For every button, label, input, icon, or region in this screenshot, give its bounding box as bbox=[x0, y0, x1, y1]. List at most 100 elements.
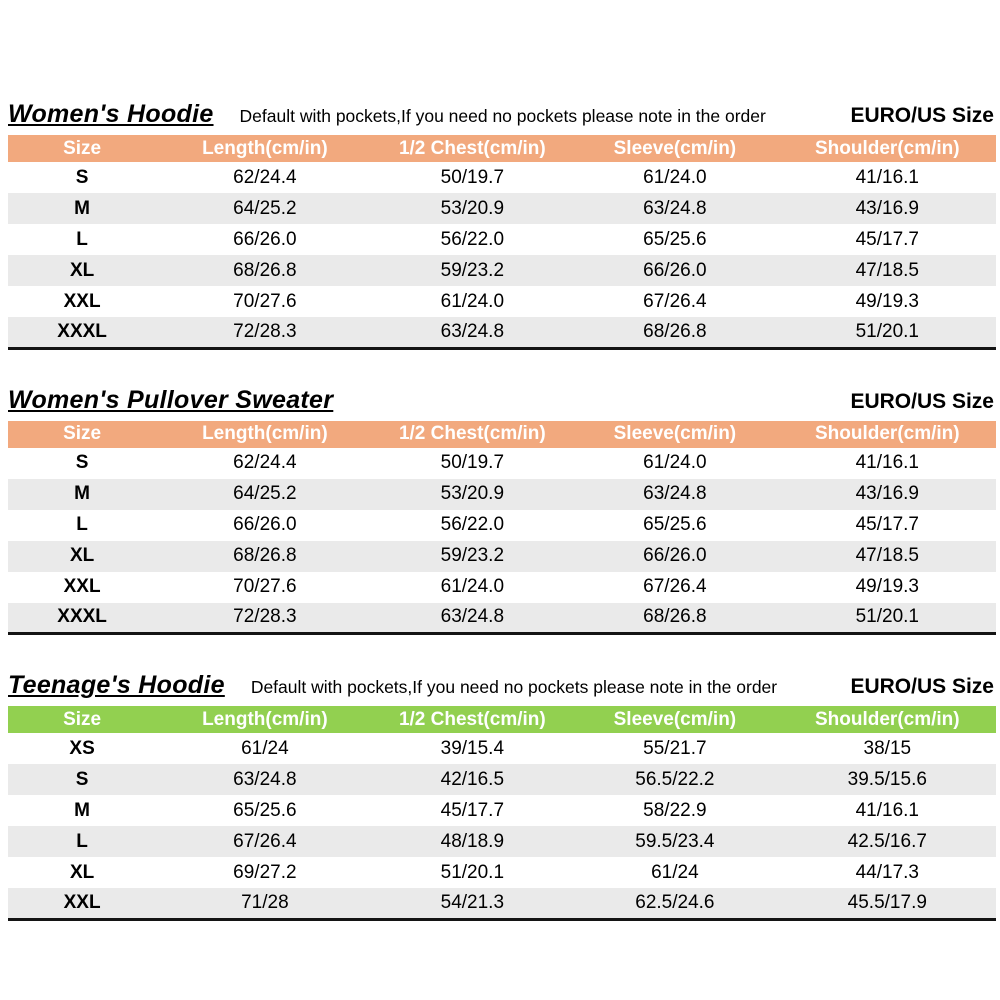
measurement-cell: 41/16.1 bbox=[855, 166, 919, 188]
measurement-cell: 72/28.3 bbox=[233, 320, 297, 342]
measurement-cell: 45.5/17.9 bbox=[847, 891, 927, 913]
column-header: Sleeve(cm/in) bbox=[613, 423, 737, 444]
column-header: 1/2 Chest(cm/in) bbox=[398, 137, 546, 159]
measurement-cell: 47/18.5 bbox=[855, 545, 919, 566]
measurement-cell: 47/18.5 bbox=[855, 259, 919, 281]
measurement-cell: 38/15 bbox=[863, 737, 912, 759]
column-header: Sleeve(cm/in) bbox=[613, 708, 737, 730]
measurement-cell: 53/20.9 bbox=[440, 197, 505, 219]
column-header: Size bbox=[63, 423, 102, 444]
size-cell: S bbox=[75, 768, 89, 790]
measurement-cell: 72/28.3 bbox=[233, 606, 297, 628]
measurement-cell: 43/16.9 bbox=[855, 197, 919, 219]
table-row: S 63/24.8 42/16.5 56.5/22.2 39.5/15.6 bbox=[8, 764, 996, 795]
measurement-cell: 51/20.1 bbox=[855, 606, 919, 628]
measurement-cell: 61/24 bbox=[241, 737, 289, 759]
measurement-cell: 70/27.6 bbox=[233, 576, 297, 597]
measurement-cell: 66/26.0 bbox=[643, 259, 707, 281]
measurement-cell: 62/24.4 bbox=[233, 166, 297, 188]
measurement-cell: 62.5/24.6 bbox=[635, 891, 715, 913]
measurement-cell: 70/27.6 bbox=[233, 290, 297, 312]
size-system-label: EURO/US Size bbox=[850, 104, 994, 127]
measurement-cell: 51/20.1 bbox=[440, 861, 505, 883]
column-header: Size bbox=[63, 137, 102, 159]
table-header: Size Length(cm/in) 1/2 Chest(cm/in) Sleeve(… bbox=[8, 706, 996, 733]
column-header: Length(cm/in) bbox=[202, 423, 328, 444]
size-cell: L bbox=[76, 514, 88, 535]
table-header: Size Length(cm/in) 1/2 Chest(cm/in) Sleeve(… bbox=[8, 420, 996, 448]
table-body: S 62/24.4 50/19.7 61/24.0 41/16.1 M 64/25.2 53/… bbox=[8, 448, 996, 634]
measurement-cell: 42.5/16.7 bbox=[847, 830, 927, 852]
size-cell: M bbox=[74, 483, 90, 504]
column-header: 1/2 Chest(cm/in) bbox=[398, 423, 546, 444]
measurement-cell: 45/17.7 bbox=[855, 514, 919, 535]
table-row: L 67/26.4 48/18.9 59.5/23.4 42.5/16.7 bbox=[8, 826, 996, 857]
measurement-cell: 51/20.1 bbox=[855, 320, 919, 342]
measurement-cell: 71/28 bbox=[241, 891, 289, 913]
measurement-cell: 67/26.4 bbox=[643, 576, 707, 597]
measurement-cell: 63/24.8 bbox=[440, 320, 505, 342]
table-row: L 66/26.0 56/22.0 65/25.6 45/17.7 bbox=[8, 510, 996, 541]
measurement-cell: 64/25.2 bbox=[233, 483, 297, 504]
measurement-cell: 68/26.8 bbox=[233, 259, 297, 281]
measurement-cell: 63/24.8 bbox=[233, 768, 297, 790]
measurement-cell: 43/16.9 bbox=[855, 483, 919, 504]
table-title: Women's Hoodie bbox=[8, 100, 214, 128]
table-title: Teenage's Hoodie bbox=[8, 671, 225, 699]
size-cell: XXL bbox=[63, 891, 101, 913]
table-body: XS 61/24 39/15.4 55/21.7 38/15 S 63/24.8 42/16.… bbox=[8, 733, 996, 919]
measurement-cell: 45/17.7 bbox=[855, 228, 919, 250]
measurement-cell: 63/24.8 bbox=[643, 483, 707, 504]
size-cell: XXXL bbox=[57, 320, 107, 342]
measurement-cell: 53/20.9 bbox=[440, 483, 505, 504]
measurement-cell: 67/26.4 bbox=[643, 290, 707, 312]
measurement-cell: 48/18.9 bbox=[440, 830, 505, 852]
measurement-cell: 39.5/15.6 bbox=[847, 768, 927, 790]
size-cell: XL bbox=[69, 259, 95, 281]
measurement-cell: 39/15.4 bbox=[440, 737, 505, 759]
section-womens-hoodie: Women's Hoodie Default with pockets,If y… bbox=[8, 100, 996, 350]
size-table: Size Length(cm/in) 1/2 Chest(cm/in) Sleeve(… bbox=[8, 135, 996, 350]
size-cell: XXL bbox=[63, 290, 101, 312]
table-row: M 64/25.2 53/20.9 63/24.8 43/16.9 bbox=[8, 193, 996, 224]
table-row: M 64/25.2 53/20.9 63/24.8 43/16.9 bbox=[8, 478, 996, 510]
column-header: Size bbox=[63, 708, 102, 730]
measurement-cell: 65/25.6 bbox=[233, 799, 297, 821]
measurement-cell: 56/22.0 bbox=[440, 228, 505, 250]
table-body: S 62/24.4 50/19.7 61/24.0 41/16.1 M 64/25.2 53/… bbox=[8, 162, 996, 348]
column-header: 1/2 Chest(cm/in) bbox=[398, 708, 546, 730]
measurement-cell: 58/22.9 bbox=[643, 799, 707, 821]
size-cell: XS bbox=[69, 737, 95, 759]
table-row: XL 68/26.8 59/23.2 66/26.0 47/18.5 bbox=[8, 540, 996, 572]
measurement-cell: 49/19.3 bbox=[855, 576, 919, 597]
table-row: XXXL 72/28.3 63/24.8 68/26.8 51/20.1 bbox=[8, 317, 996, 348]
measurement-cell: 68/26.8 bbox=[233, 545, 297, 566]
table-row: XXL 71/28 54/21.3 62.5/24.6 45.5/17.9 bbox=[8, 888, 996, 919]
size-cell: M bbox=[74, 197, 90, 219]
table-row: S 62/24.4 50/19.7 61/24.0 41/16.1 bbox=[8, 162, 996, 193]
measurement-cell: 56.5/22.2 bbox=[635, 768, 715, 790]
size-cell: M bbox=[74, 799, 90, 821]
measurement-cell: 66/26.0 bbox=[233, 514, 297, 535]
column-header: Length(cm/in) bbox=[202, 708, 328, 730]
table-row: XL 68/26.8 59/23.2 66/26.0 47/18.5 bbox=[8, 255, 996, 286]
measurement-cell: 68/26.8 bbox=[643, 320, 707, 342]
measurement-cell: 65/25.6 bbox=[643, 228, 707, 250]
title-row: Women's Pullover Sweater EURO/US Size bbox=[8, 386, 996, 415]
pockets-note: Default with pockets,If you need no pock… bbox=[239, 106, 766, 126]
table-row: XXL 70/27.6 61/24.0 67/26.4 49/19.3 bbox=[8, 572, 996, 603]
measurement-cell: 59.5/23.4 bbox=[635, 830, 715, 852]
measurement-cell: 64/25.2 bbox=[233, 197, 297, 219]
measurement-cell: 66/26.0 bbox=[643, 545, 707, 566]
table-row: XXXL 72/28.3 63/24.8 68/26.8 51/20.1 bbox=[8, 602, 996, 634]
measurement-cell: 61/24.0 bbox=[440, 576, 505, 597]
measurement-cell: 61/24.0 bbox=[440, 290, 505, 312]
column-header: Sleeve(cm/in) bbox=[613, 137, 737, 159]
size-cell: XXXL bbox=[57, 606, 107, 628]
table-row: M 65/25.6 45/17.7 58/22.9 41/16.1 bbox=[8, 795, 996, 826]
measurement-cell: 65/25.6 bbox=[643, 514, 707, 535]
measurement-cell: 50/19.7 bbox=[440, 452, 505, 473]
measurement-cell: 41/16.1 bbox=[855, 799, 919, 821]
header-row: Size Length(cm/in) 1/2 Chest(cm/in) Sleeve(… bbox=[8, 420, 996, 448]
size-cell: XL bbox=[69, 545, 95, 566]
